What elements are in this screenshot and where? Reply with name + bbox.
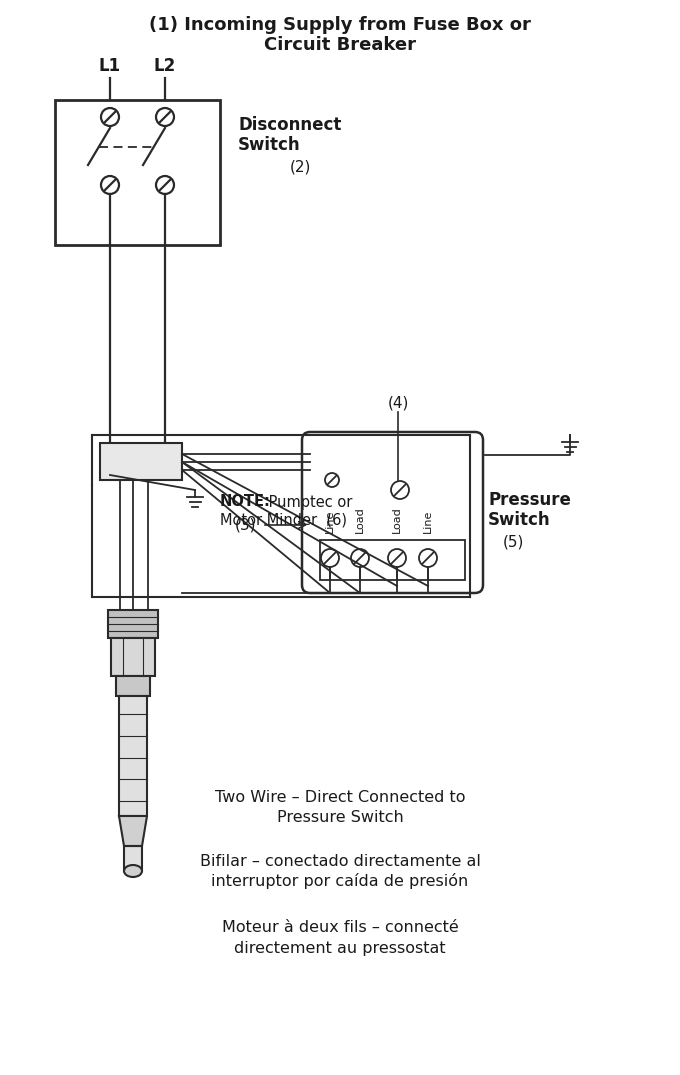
Text: Switch: Switch [488,511,551,529]
Text: (2): (2) [290,159,311,174]
Bar [116,676,150,696]
Text: interruptor por caída de presión: interruptor por caída de presión [211,873,469,889]
Text: Disconnect: Disconnect [238,116,341,134]
Text: Load: Load [355,506,365,533]
Bar [108,610,158,637]
Polygon shape [119,816,147,846]
Text: Line: Line [423,510,433,533]
Text: Load: Load [392,506,402,533]
Text: directement au pressostat: directement au pressostat [234,941,446,956]
Bar [124,846,142,871]
Text: Pumptec or: Pumptec or [264,494,352,510]
Text: Pressure: Pressure [488,491,571,508]
Text: Pressure Switch: Pressure Switch [277,811,403,826]
Text: Switch: Switch [238,137,301,154]
Text: Two Wire – Direct Connected to: Two Wire – Direct Connected to [215,790,465,805]
Text: NOTE:: NOTE: [220,494,271,510]
Bar [111,637,155,676]
Text: L2: L2 [154,57,176,75]
Text: Motor Minder  (6): Motor Minder (6) [220,513,347,528]
Bar [100,443,182,481]
Text: (5): (5) [503,534,524,549]
Text: (1) Incoming Supply from Fuse Box or: (1) Incoming Supply from Fuse Box or [149,16,531,34]
Text: (4): (4) [388,395,409,410]
Text: Line: Line [325,510,335,533]
Bar [119,696,147,816]
Text: Moteur à deux fils – connecté: Moteur à deux fils – connecté [222,920,458,935]
Text: L1: L1 [99,57,121,75]
Text: Circuit Breaker: Circuit Breaker [264,35,416,54]
Text: Bifilar – conectado directamente al: Bifilar – conectado directamente al [199,854,481,869]
Bar [320,540,465,580]
Ellipse shape [124,865,142,877]
Text: (3): (3) [235,517,256,532]
Bar [55,100,220,245]
